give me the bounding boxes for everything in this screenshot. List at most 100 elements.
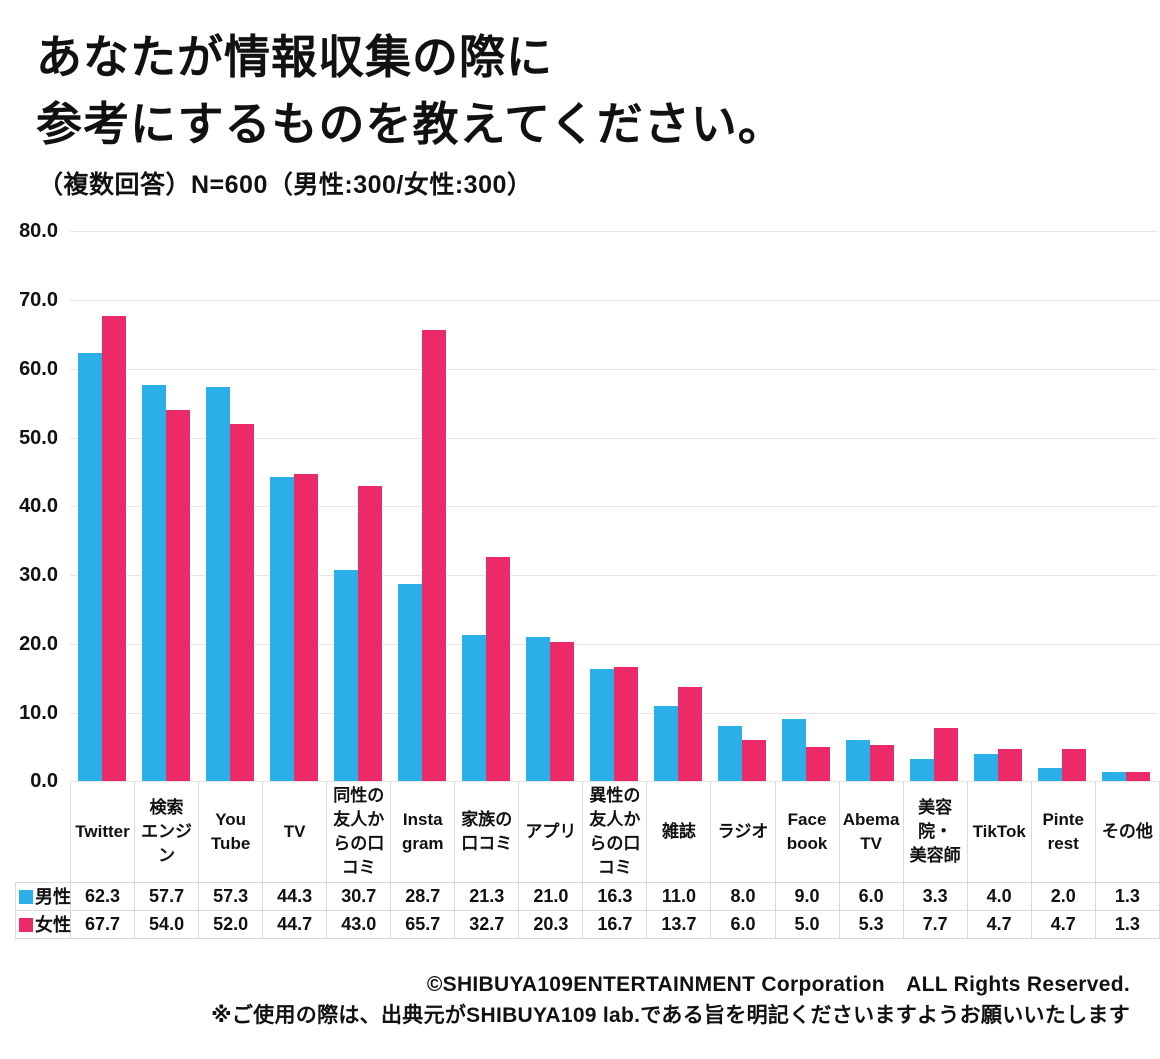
data-table: Twitter 検索 エンジ ン You Tube TV 同性の 友人か らの口 コミ I…: [15, 781, 1160, 939]
bar-女性-その他: [1126, 772, 1150, 782]
category-header: You Tube: [198, 781, 264, 883]
table-header-row: Twitter 検索 エンジ ン You Tube TV 同性の 友人か らの口 コミ I…: [15, 781, 1160, 883]
y-axis-tick-label: 20.0: [19, 632, 58, 655]
category-header: 検索 エンジ ン: [134, 781, 200, 883]
value-cell: 8.0: [710, 881, 776, 911]
copyright-text: ©SHIBUYA109ENTERTAINMENT Corporation ALL…: [426, 972, 1130, 996]
category-header: 家族の 口コミ: [454, 781, 520, 883]
bar-男性-TikTok: [974, 753, 998, 782]
value-cell: 21.3: [454, 881, 520, 911]
bar-男性-TV: [270, 476, 294, 782]
bar-group-異性の友人からの口コミ: [582, 231, 646, 782]
gridline: [70, 368, 1158, 370]
value-cell: 16.7: [582, 909, 648, 939]
table-corner-cell: [15, 781, 71, 883]
y-axis-tick-label: 60.0: [19, 357, 58, 380]
value-cell: 32.7: [454, 909, 520, 939]
legend-cell-男性: 男性: [15, 881, 71, 911]
bar-男性-家族の口コミ: [462, 634, 486, 782]
bar-女性-TV: [294, 474, 318, 782]
bar-女性-TikTok: [998, 749, 1022, 782]
value-cell: 1.3: [1094, 881, 1160, 911]
bar-男性-ラジオ: [718, 726, 742, 782]
value-cell: 2.0: [1030, 881, 1096, 911]
chart-title-line-2: 参考にするものを教えてください。: [36, 97, 785, 150]
bar-女性-Pinterest: [1062, 749, 1086, 782]
category-header: Insta gram: [390, 781, 456, 883]
y-axis-tick-label: 70.0: [19, 289, 58, 312]
bar-女性-家族の口コミ: [486, 556, 510, 782]
y-axis-tick-label: 30.0: [19, 564, 58, 587]
y-axis-tick-label: 0.0: [30, 770, 58, 793]
chart-subtitle: （複数回答）N=600（男性:300/女性:300）: [38, 171, 533, 200]
value-cell: 21.0: [518, 881, 584, 911]
value-cell: 6.0: [838, 881, 904, 911]
bar-男性-AbemaTV: [846, 740, 870, 782]
bar-group-Facebook: [774, 231, 838, 782]
bar-女性-YouTube: [230, 423, 254, 782]
bar-女性-美容院・美容師: [934, 728, 958, 782]
value-cell: 65.7: [390, 909, 456, 939]
category-header: 同性の 友人か らの口 コミ: [326, 781, 392, 883]
category-header: Face book: [774, 781, 840, 883]
bar-group-美容院・美容師: [902, 231, 966, 782]
legend-cell-女性: 女性: [15, 909, 71, 939]
value-cell: 28.7: [390, 881, 456, 911]
value-cell: 5.0: [774, 909, 840, 939]
series-name: 女性: [35, 915, 71, 936]
table-row-男性: 男性 62.3 57.7 57.3 44.3 30.7 28.7 21.3 21.0 16.3 11…: [15, 881, 1160, 911]
bar-group-TV: [262, 231, 326, 782]
bar-group-YouTube: [198, 231, 262, 782]
bar-男性-Twitter: [78, 353, 102, 782]
category-header: 美容 院・ 美容師: [902, 781, 968, 883]
bar-男性-Facebook: [782, 719, 806, 782]
bar-group-Pinterest: [1030, 231, 1094, 782]
bar-group-ラジオ: [710, 231, 774, 782]
bar-group-Twitter: [70, 231, 134, 782]
gridline: [70, 575, 1158, 577]
bar-group-その他: [1094, 231, 1158, 782]
bar-男性-雑誌: [654, 705, 678, 782]
bar-group-アプリ: [518, 231, 582, 782]
bar-男性-美容院・美容師: [910, 758, 934, 782]
bar-group-家族の口コミ: [454, 231, 518, 782]
value-cell: 52.0: [198, 909, 264, 939]
bar-group-AbemaTV: [838, 231, 902, 782]
bar-group-雑誌: [646, 231, 710, 782]
plot-area: 80.0 70.0 60.0 50.0 40.0 30.0 20.0 10.0 0.0: [19, 221, 1158, 791]
chart-title: あなたが情報収集の際に 参考にするものを教えてください。: [36, 24, 1160, 157]
table-row-女性: 女性 67.7 54.0 52.0 44.7 43.0 65.7 32.7 20.3 16.7 13…: [15, 909, 1160, 939]
bar-group-TikTok: [966, 231, 1030, 782]
value-cell: 11.0: [646, 881, 712, 911]
bar-女性-Instagram: [422, 329, 446, 782]
value-cell: 67.7: [69, 909, 136, 939]
bar-男性-Instagram: [398, 584, 422, 782]
category-header: アプリ: [518, 781, 584, 883]
gridline: [70, 643, 1158, 645]
category-header: Abema TV: [838, 781, 904, 883]
bar-chart: 80.0 70.0 60.0 50.0 40.0 30.0 20.0 10.0 0.0: [0, 221, 1160, 791]
gridline: [70, 300, 1158, 302]
bar-group-Instagram: [390, 231, 454, 782]
bar-女性-検索エンジン: [166, 410, 190, 782]
value-cell: 9.0: [774, 881, 840, 911]
bar-男性-同性の友人からの口コミ: [334, 570, 358, 782]
usage-note: ※ご使用の際は、出典元がSHIBUYA109 lab.である旨を明記くださいます…: [211, 1004, 1130, 1028]
bar-女性-アプリ: [550, 641, 574, 782]
series-name: 男性: [35, 887, 71, 908]
gridline: [70, 437, 1158, 439]
bar-group-検索エンジン: [134, 231, 198, 782]
bar-女性-同性の友人からの口コミ: [358, 485, 382, 782]
bar-男性-YouTube: [206, 387, 230, 782]
value-cell: 57.7: [134, 881, 200, 911]
legend-swatch-男性: [19, 890, 33, 905]
bar-男性-アプリ: [526, 636, 550, 782]
value-cell: 1.3: [1094, 909, 1160, 939]
bar-男性-異性の友人からの口コミ: [590, 669, 614, 782]
value-cell: 43.0: [326, 909, 392, 939]
category-header: 異性の 友人か らの口 コミ: [582, 781, 648, 883]
value-cell: 4.7: [966, 909, 1032, 939]
value-cell: 62.3: [69, 881, 136, 911]
value-cell: 7.7: [902, 909, 968, 939]
